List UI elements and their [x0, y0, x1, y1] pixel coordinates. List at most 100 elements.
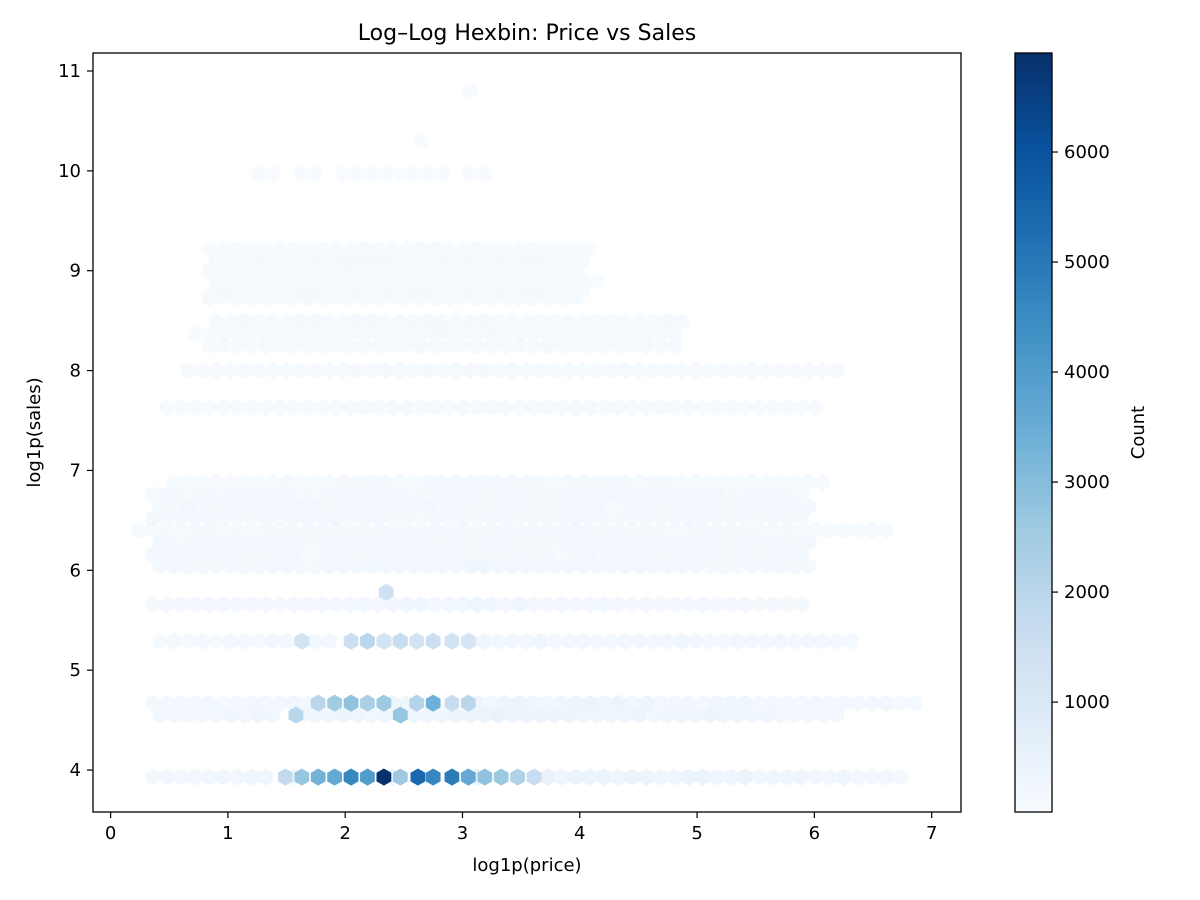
- hex-cell: [194, 362, 210, 380]
- hex-cell: [554, 595, 570, 613]
- hex-cell: [356, 509, 372, 527]
- hex-cell-hotspot: [460, 694, 476, 712]
- hex-cell: [342, 509, 358, 527]
- hex-cell: [624, 545, 640, 563]
- hex-cell: [208, 362, 224, 380]
- hex-cell: [335, 497, 351, 515]
- hex-cell: [582, 545, 598, 563]
- hex-cell: [476, 252, 492, 270]
- hex-cell: [667, 325, 682, 343]
- hex-cell: [180, 473, 196, 491]
- hex-cell: [610, 398, 626, 417]
- hex-cell: [251, 252, 267, 270]
- hex-cell: [533, 282, 549, 300]
- hex-cell: [258, 325, 274, 343]
- hex-cell: [455, 337, 471, 355]
- hex-cell: [166, 632, 182, 650]
- hex-cell: [272, 509, 288, 527]
- hex-cell: [716, 362, 732, 380]
- hex-cell: [617, 632, 633, 650]
- hex-cell: [462, 706, 478, 724]
- hex-cell: [490, 497, 506, 515]
- hex-cell: [145, 545, 161, 563]
- hex-cell: [695, 521, 711, 539]
- hex-cell: [427, 398, 443, 417]
- hex-cell: [378, 313, 393, 331]
- hex-cell: [272, 485, 288, 503]
- hex-cell: [765, 595, 781, 613]
- hex-cell: [638, 325, 654, 343]
- hex-cell: [490, 557, 506, 575]
- hex-cell: [321, 282, 337, 300]
- hex-cell-hotspot: [392, 706, 408, 724]
- hex-cell: [787, 362, 802, 380]
- hex-cell: [758, 497, 774, 515]
- hex-cell: [356, 337, 372, 355]
- hex-cell: [321, 497, 337, 515]
- hex-cell: [554, 240, 570, 258]
- hex-cell: [617, 362, 633, 380]
- y-tick-label: 4: [70, 760, 81, 781]
- hex-cell: [237, 533, 252, 551]
- hex-cell: [624, 485, 640, 503]
- hex-cell: [667, 694, 682, 712]
- hex-cell: [321, 706, 337, 724]
- hex-cell: [808, 694, 823, 712]
- hex-cell: [730, 557, 746, 575]
- hex-cell: [688, 497, 704, 515]
- hex-cell: [173, 595, 189, 613]
- hex-cell: [279, 473, 295, 491]
- hex-cell: [237, 706, 252, 724]
- colorbar: [1014, 52, 1053, 813]
- hex-cell-hotspot: [444, 768, 460, 786]
- hex-cell: [371, 485, 386, 503]
- hex-cell: [201, 240, 217, 258]
- hex-cell: [173, 694, 189, 712]
- hex-cell: [258, 694, 274, 712]
- hex-cell: [201, 509, 217, 527]
- hex-cell: [265, 706, 281, 724]
- hex-cell: [490, 362, 506, 380]
- hex-cell: [166, 473, 182, 491]
- hex-cell: [300, 325, 316, 343]
- hex-cell: [364, 282, 379, 300]
- hex-cell: [399, 521, 415, 539]
- hex-cell: [801, 632, 816, 650]
- hex-cell: [596, 694, 612, 712]
- hex-cell: [892, 694, 908, 712]
- hex-cell: [371, 545, 386, 563]
- y-tick-label: 7: [70, 460, 81, 481]
- hex-cell: [462, 282, 478, 300]
- hex-cell: [448, 533, 464, 551]
- hex-cell: [624, 768, 640, 786]
- hex-cell: [194, 473, 210, 491]
- hex-cell: [314, 485, 330, 503]
- hex-cell: [787, 706, 802, 724]
- y-tick-label: 11: [58, 61, 81, 82]
- hex-cell: [356, 545, 372, 563]
- hex-cell: [772, 362, 788, 380]
- hex-cell: [723, 768, 739, 786]
- hex-cell: [145, 595, 161, 613]
- hex-cell: [237, 313, 252, 331]
- hex-cell: [554, 485, 570, 503]
- hex-cell: [335, 165, 351, 183]
- hex-cell: [667, 595, 682, 613]
- hex-cell: [455, 485, 471, 503]
- hex-cell: [638, 509, 654, 527]
- hex-cell: [568, 509, 584, 527]
- hex-cell: [441, 325, 457, 343]
- hex-cell: [286, 595, 302, 613]
- hex-cell: [815, 706, 831, 724]
- x-axis: 0 1 2 3 4 5 6 7: [105, 812, 937, 844]
- hex-cell: [392, 533, 408, 551]
- hex-cell: [490, 632, 506, 650]
- hex-cell: [371, 521, 386, 539]
- hex-cell: [653, 595, 668, 613]
- hex-cell: [293, 252, 309, 270]
- hex-cell-hotspot: [310, 768, 326, 786]
- hex-cell: [667, 545, 682, 563]
- hex-cell: [356, 485, 372, 503]
- hex-cell: [751, 694, 767, 712]
- hex-cell: [512, 509, 527, 527]
